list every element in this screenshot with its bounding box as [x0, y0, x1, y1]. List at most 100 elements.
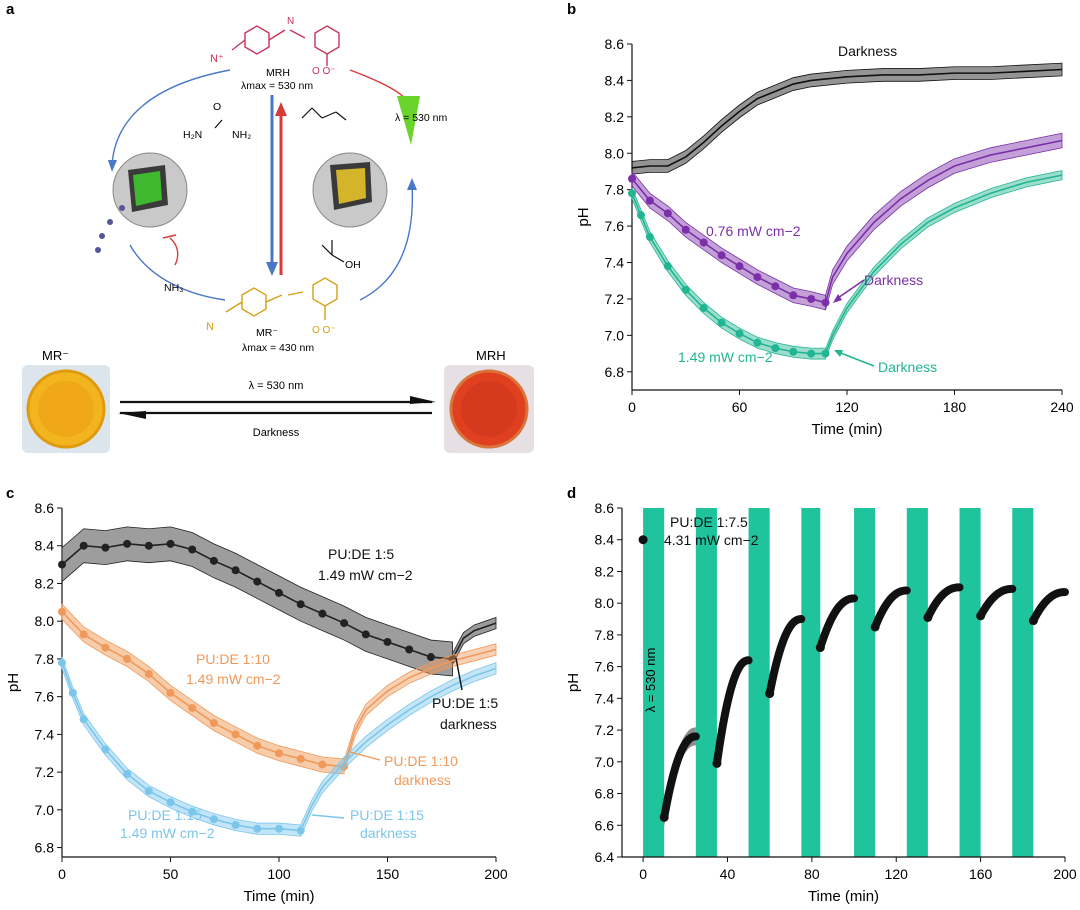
- mr-label: MR⁻: [256, 327, 278, 339]
- annotation-b0: Darkness: [838, 43, 897, 59]
- arc-top-left: [111, 69, 231, 166]
- x-tick-label: 160: [969, 866, 993, 882]
- arc-bottom-right: [359, 184, 414, 301]
- series-b3-marker: [789, 347, 798, 356]
- y-tick-label: 7.0: [35, 802, 55, 818]
- recovery-segment-5: [923, 583, 964, 622]
- annotation-c6: PU:DE 1:10: [384, 753, 458, 769]
- x-axis-label: Time (min): [811, 421, 882, 438]
- eq-top-label: λ = 530 nm: [249, 380, 304, 392]
- urea-bond: [214, 119, 223, 129]
- x-tick-label: 200: [484, 866, 508, 882]
- series-b3-marker: [699, 304, 708, 313]
- x-tick-label: 60: [732, 399, 748, 415]
- series-b4-line: [824, 174, 1063, 354]
- urea-nh2: NH₂: [232, 129, 251, 141]
- light-beam-icon: [397, 96, 420, 145]
- series-c4-marker: [123, 769, 132, 778]
- series-b3-marker: [628, 189, 636, 198]
- series-b2-band: [825, 132, 1063, 310]
- segment-start-3: [815, 643, 825, 653]
- dot: [119, 205, 125, 211]
- series-c0-band: [61, 526, 454, 677]
- annotation-c3: 1.49 mW cm−2: [186, 671, 281, 687]
- panel-d: d 6.4 6.6 6.8 7.0 7.2 7.4 7.6 7.8 8.0 8.2 8.4 8.6 0 4…: [565, 485, 1077, 905]
- series-c2-marker: [275, 749, 283, 758]
- series-c2-marker: [253, 741, 262, 750]
- series-c0-marker: [405, 645, 414, 654]
- series-c4-marker: [144, 786, 153, 795]
- y-tick-label: 7.0: [595, 754, 615, 770]
- annotation-b1: 0.76 mW cm−2: [706, 223, 801, 239]
- chart-c: 6.8 7.0 7.2 7.4 7.6 7.8 8.0 8.2 8.4 8.6 0 50 100 150 2…: [5, 500, 508, 905]
- pointer-c-orange: [349, 751, 381, 761]
- acetic-acid: [321, 240, 345, 263]
- series-c5-band: [300, 662, 497, 837]
- series-c2-marker: [296, 754, 305, 763]
- annotation-b3: 1.49 mW cm−2: [678, 349, 773, 365]
- dot: [95, 247, 101, 253]
- y-tick-label: 7.2: [35, 764, 55, 780]
- vial-left-inner: [38, 381, 94, 437]
- x-tick-label: 200: [1053, 866, 1077, 882]
- arc-top-left-head: [108, 160, 117, 172]
- annotation-c8: PU:DE 1:15: [128, 807, 202, 823]
- annotation-c7: darkness: [394, 772, 451, 788]
- y-tick-label: 7.4: [35, 726, 55, 742]
- series-b1-marker: [807, 294, 816, 303]
- series-c4-marker: [253, 824, 262, 833]
- center-red-head: [275, 102, 287, 116]
- recovery-segment-1: [712, 656, 753, 768]
- y-tick-label: 6.6: [595, 817, 615, 833]
- series-c4-marker: [58, 658, 66, 667]
- series-c4-marker: [188, 807, 197, 816]
- urea-h2n: H₂N: [183, 129, 202, 141]
- annotation-c2: PU:DE 1:10: [196, 651, 270, 667]
- pointer-purple: [834, 279, 865, 301]
- segment-start-2: [765, 689, 775, 699]
- vial-right-label: MRH: [476, 348, 506, 363]
- panel-c-letter: c: [6, 485, 14, 502]
- light-bar-5: [906, 508, 928, 857]
- y-tick-label: 7.6: [595, 659, 615, 675]
- y-tick-label: 8.4: [35, 538, 55, 554]
- segment-start-0: [659, 812, 669, 822]
- y-tick-label: 8.0: [35, 613, 55, 629]
- y-tick-label: 8.6: [605, 36, 625, 52]
- y-tick-label: 8.2: [605, 109, 625, 125]
- series-b3-marker: [645, 233, 654, 242]
- annotation-b2: Darkness: [864, 272, 923, 288]
- series-b1-marker: [753, 273, 762, 282]
- pointer-green: [837, 351, 875, 367]
- recovery-segment-7: [1029, 588, 1069, 625]
- annotation-c10: PU:DE 1:15: [350, 807, 424, 823]
- y-tick-label: 8.2: [35, 575, 55, 591]
- acetic-oh: OH: [345, 259, 361, 271]
- series-c2-marker: [188, 703, 197, 712]
- mr-lambda: λmax = 430 nm: [242, 342, 314, 354]
- panel-a-letter: a: [6, 1, 15, 18]
- series-c4-marker: [68, 688, 77, 697]
- series-c2-marker: [79, 630, 88, 639]
- recovery-segment-3: [816, 594, 859, 652]
- recovery-segment-6: [976, 584, 1017, 620]
- nh3-label: NH₃: [164, 282, 183, 294]
- y-tick-label: 6.8: [35, 840, 55, 856]
- series-c0-marker: [361, 630, 370, 639]
- mrh-lambda: λmax = 530 nm: [241, 80, 313, 92]
- series-c0-marker: [231, 566, 240, 575]
- x-tick-label: 0: [628, 399, 636, 415]
- y-tick-label: 8.0: [605, 145, 625, 161]
- series-b1-marker: [735, 262, 744, 271]
- y-tick-label: 6.8: [605, 364, 625, 380]
- annotation-d1: 4.31 mW cm−2: [664, 532, 759, 548]
- segment-start-7: [1028, 616, 1038, 626]
- dot: [107, 219, 113, 225]
- light-bar-1: [695, 508, 717, 857]
- series-c0-marker: [253, 577, 262, 586]
- series-b4-band: [825, 170, 1063, 359]
- segment-start-1: [712, 758, 722, 768]
- series-c2-marker: [318, 760, 327, 769]
- y-tick-label: 8.0: [595, 595, 615, 611]
- series-c4-marker: [209, 815, 218, 824]
